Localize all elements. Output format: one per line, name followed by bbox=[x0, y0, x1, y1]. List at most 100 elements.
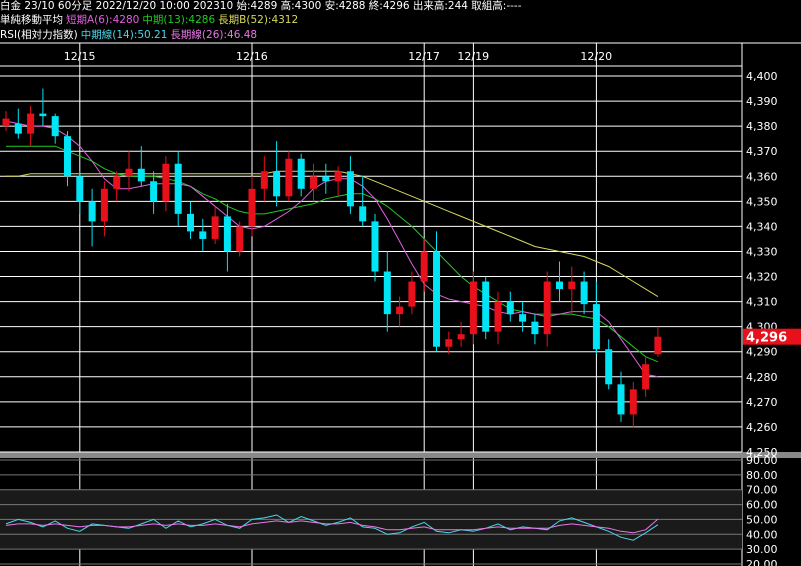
candle-body bbox=[506, 301, 514, 315]
current-price-tag: 4,296 bbox=[743, 328, 801, 346]
rsi-title: RSI(相対力指数) bbox=[0, 29, 78, 41]
candle-body bbox=[27, 113, 35, 134]
candle-body bbox=[113, 176, 121, 189]
candle-body bbox=[580, 281, 588, 305]
price-tick-label: 4,310 bbox=[746, 296, 778, 309]
rsi-tick-label: 20.00 bbox=[746, 558, 778, 566]
candle-body bbox=[285, 158, 293, 197]
candle-body bbox=[420, 251, 428, 282]
ma-mid-label: 中期(13):4286 bbox=[142, 14, 216, 26]
price-grid bbox=[0, 75, 742, 453]
header-line-2: 単純移動平均 短期A(6):4280 中期(13):4286 長期B(52):4312 bbox=[0, 13, 301, 27]
candle-body bbox=[396, 306, 404, 315]
price-tick-label: 4,320 bbox=[746, 271, 778, 284]
ma-title: 単純移動平均 bbox=[0, 14, 63, 26]
candle-body bbox=[433, 251, 440, 347]
candle-body bbox=[457, 334, 465, 340]
candle-body bbox=[629, 389, 637, 415]
date-label: 12/15 bbox=[64, 50, 96, 63]
date-label: 12/17 bbox=[408, 50, 440, 63]
candle-body bbox=[494, 301, 502, 332]
rsi-long-line bbox=[5, 518, 659, 534]
candle-body bbox=[125, 168, 133, 177]
candle-body bbox=[334, 171, 342, 182]
ma-long-line bbox=[6, 170, 659, 298]
candle-body bbox=[642, 364, 650, 390]
candle-body bbox=[445, 339, 453, 347]
candle-body bbox=[199, 231, 207, 239]
price-axis: 4,2504,2604,2704,2804,2904,3004,3104,320… bbox=[746, 70, 778, 459]
candle-body bbox=[100, 188, 108, 222]
candle-body bbox=[617, 384, 625, 415]
candle-body bbox=[51, 116, 59, 137]
candle-body bbox=[519, 314, 527, 322]
candle-body bbox=[211, 216, 219, 239]
moving-averages bbox=[5, 120, 659, 378]
rsi-tick-label: 60.00 bbox=[746, 499, 778, 512]
candle-body bbox=[236, 226, 244, 252]
candle-body bbox=[76, 176, 84, 202]
candle-body bbox=[174, 163, 182, 214]
price-tick-label: 4,270 bbox=[746, 396, 778, 409]
candle-body bbox=[88, 201, 96, 222]
candle-body bbox=[260, 171, 268, 189]
ma-long-label: 長期B(52):4312 bbox=[218, 14, 299, 26]
candlesticks bbox=[2, 88, 662, 427]
price-tick-label: 4,340 bbox=[746, 220, 778, 233]
header-summary: 白金 23/10 60分足 2022/12/20 10:00 202310 始:… bbox=[0, 0, 522, 12]
candle-body bbox=[64, 136, 71, 177]
price-tag-label: 4,296 bbox=[746, 331, 787, 346]
candle-body bbox=[469, 281, 477, 335]
date-label: 12/20 bbox=[580, 50, 612, 63]
candle-body bbox=[150, 181, 158, 202]
price-tick-label: 4,250 bbox=[746, 446, 778, 459]
rsi-tick-label: 80.00 bbox=[746, 469, 778, 482]
rsi-tick-label: 90.00 bbox=[746, 454, 778, 467]
price-tick-label: 4,400 bbox=[746, 70, 778, 83]
candle-body bbox=[248, 188, 256, 227]
price-tick-label: 4,360 bbox=[746, 170, 778, 183]
price-tick-label: 4,290 bbox=[746, 346, 778, 359]
rsi-tick-label: 30.00 bbox=[746, 543, 778, 556]
candle-body bbox=[359, 206, 367, 222]
candle-body bbox=[39, 113, 47, 117]
candle-body bbox=[592, 304, 600, 350]
price-tick-label: 4,380 bbox=[746, 120, 778, 133]
rsi-long-label: 長期線(26):46.48 bbox=[170, 29, 258, 41]
candle-body bbox=[310, 176, 317, 189]
candle-body bbox=[568, 281, 576, 290]
candle-body bbox=[371, 221, 379, 272]
candle-body bbox=[408, 281, 416, 307]
candle-body bbox=[531, 321, 539, 335]
candle-body bbox=[654, 336, 662, 355]
price-tick-label: 4,370 bbox=[746, 145, 778, 158]
date-axis: 12/15 12/16 12/17 12/19 12/20 bbox=[64, 43, 612, 566]
candle-body bbox=[14, 123, 22, 134]
price-tick-label: 4,390 bbox=[746, 95, 778, 108]
candle-body bbox=[346, 171, 354, 207]
price-tick-label: 4,330 bbox=[746, 245, 778, 258]
candle-body bbox=[482, 281, 490, 332]
candle-body bbox=[2, 118, 10, 127]
candle-body bbox=[322, 176, 330, 182]
candle-body bbox=[162, 163, 170, 202]
price-tick-label: 4,280 bbox=[746, 371, 778, 384]
ma-short-line bbox=[5, 120, 658, 378]
date-label: 12/16 bbox=[236, 50, 268, 63]
candle-body bbox=[543, 281, 551, 335]
header-line-1: 白金 23/10 60分足 2022/12/20 10:00 202310 始:… bbox=[0, 0, 525, 13]
candle-body bbox=[383, 271, 391, 315]
candle-body bbox=[556, 281, 563, 290]
candle-body bbox=[223, 216, 231, 252]
header-line-3: RSI(相対力指数) 中期線(14):50.21 長期線(26):46.48 bbox=[0, 28, 260, 42]
candle-body bbox=[605, 349, 613, 385]
rsi-tick-label: 70.00 bbox=[746, 484, 778, 497]
price-tick-label: 4,350 bbox=[746, 195, 778, 208]
date-label: 12/19 bbox=[457, 50, 489, 63]
candle-body bbox=[297, 158, 305, 189]
candle-body bbox=[187, 213, 194, 232]
price-tick-label: 4,260 bbox=[746, 421, 778, 434]
ma-short-label: 短期A(6):4280 bbox=[66, 14, 140, 26]
